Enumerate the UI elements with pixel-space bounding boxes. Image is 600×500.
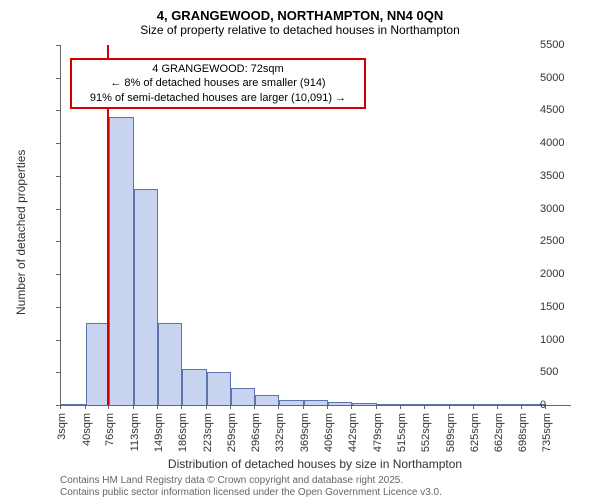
xtick-label: 113sqm [129,413,141,451]
xtick-mark [424,405,425,409]
ytick-mark [56,78,60,79]
histogram-bar [401,404,426,405]
ytick-mark [56,372,60,373]
ytick-label: 1500 [540,301,596,313]
ytick-mark [56,209,60,210]
histogram-bar [498,404,522,405]
histogram-bar [474,404,499,405]
xtick-mark [254,405,255,409]
xtick-label: 552sqm [420,413,432,452]
ytick-mark [56,307,60,308]
ytick-label: 5500 [540,39,596,51]
xtick-label: 259sqm [226,413,238,452]
property-info-box: 4 GRANGEWOOD: 72sqm ← 8% of detached hou… [70,58,366,109]
footer-line-1: Contains HM Land Registry data © Crown c… [60,475,403,486]
xtick-mark [449,405,450,409]
ytick-label: 2500 [540,235,596,247]
xtick-label: 625sqm [469,413,481,452]
xtick-mark [545,405,546,409]
info-line-3: 91% of semi-detached houses are larger (… [78,91,358,105]
xtick-mark [327,405,328,409]
info-line-2: ← 8% of detached houses are smaller (914… [78,76,358,90]
xtick-label: 735sqm [541,413,553,452]
ytick-mark [56,340,60,341]
xtick-mark [230,405,231,409]
y-axis-label: Number of detached properties [14,150,28,315]
ytick-label: 3500 [540,170,596,182]
ytick-mark [56,45,60,46]
histogram-bar [61,404,86,405]
xtick-label: 406sqm [323,413,335,452]
xtick-mark [206,405,207,409]
xtick-mark [521,405,522,409]
xtick-label: 223sqm [202,413,214,452]
xtick-mark [400,405,401,409]
ytick-mark [56,274,60,275]
xtick-mark [133,405,134,409]
xtick-label: 369sqm [299,413,311,452]
histogram-bar [109,117,134,405]
ytick-mark [56,176,60,177]
histogram-bar [207,372,231,405]
xtick-mark [108,405,109,409]
xtick-label: 40sqm [81,413,93,446]
ytick-label: 1000 [540,334,596,346]
ytick-mark [56,241,60,242]
xtick-label: 662sqm [493,413,505,452]
xtick-mark [497,405,498,409]
ytick-label: 500 [540,366,596,378]
xtick-mark [278,405,279,409]
ytick-label: 4500 [540,104,596,116]
histogram-bar [328,402,352,405]
xtick-label: 3sqm [56,413,68,440]
xtick-mark [473,405,474,409]
xtick-label: 479sqm [372,413,384,452]
xtick-mark [376,405,377,409]
xtick-mark [181,405,182,409]
histogram-bar [231,388,256,405]
xtick-mark [157,405,158,409]
ytick-mark [56,143,60,144]
xtick-label: 442sqm [347,413,359,452]
histogram-bar [255,395,279,405]
ytick-label: 5000 [540,72,596,84]
histogram-bar [304,400,329,405]
histogram-bar [377,404,401,405]
xtick-mark [60,405,61,409]
xtick-label: 76sqm [104,413,116,446]
xtick-mark [303,405,304,409]
histogram-bar [425,404,450,405]
histogram-bar [352,403,377,405]
title-sub: Size of property relative to detached ho… [0,23,600,41]
xtick-label: 589sqm [445,413,457,452]
xtick-label: 186sqm [177,413,189,452]
histogram-bar [158,323,183,405]
title-main: 4, GRANGEWOOD, NORTHAMPTON, NN4 0QN [0,0,600,23]
xtick-label: 515sqm [396,413,408,452]
xtick-label: 149sqm [153,413,165,452]
histogram-bar [279,400,304,405]
xtick-label: 296sqm [250,413,262,452]
ytick-mark [56,110,60,111]
histogram-bar [182,369,207,405]
histogram-bar [134,189,158,405]
xtick-mark [351,405,352,409]
ytick-label: 2000 [540,268,596,280]
x-axis-label: Distribution of detached houses by size … [60,457,570,471]
ytick-label: 3000 [540,203,596,215]
info-line-1: 4 GRANGEWOOD: 72sqm [78,62,358,76]
ytick-label: 0 [540,399,596,411]
histogram-bar [450,404,474,405]
xtick-mark [85,405,86,409]
footer-line-2: Contains public sector information licen… [60,487,442,498]
ytick-label: 4000 [540,137,596,149]
xtick-label: 698sqm [517,413,529,452]
xtick-label: 332sqm [274,413,286,452]
